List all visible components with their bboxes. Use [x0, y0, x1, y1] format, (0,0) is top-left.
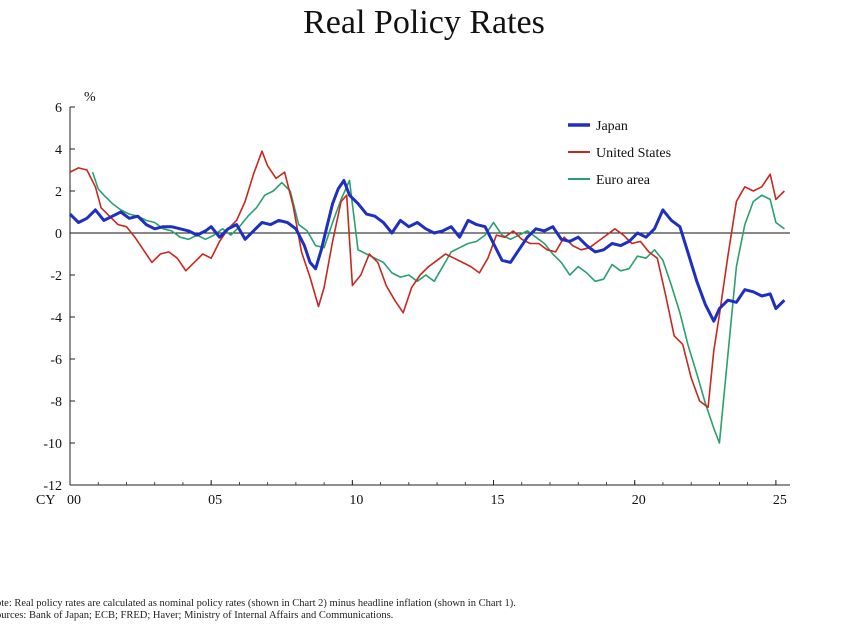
y-tick-label: -4 [50, 311, 62, 326]
series-line-united-states [69, 150, 785, 409]
chart-title: Real Policy Rates [303, 4, 545, 41]
y-tick-label: 6 [55, 101, 62, 116]
legend-label-united-states: United States [596, 146, 671, 161]
legend-label-euro-area: Euro area [596, 173, 651, 188]
x-tick-label: 25 [773, 493, 787, 508]
legend-label-japan: Japan [596, 119, 628, 134]
y-tick-label: -8 [50, 395, 62, 410]
y-tick-label: 2 [55, 185, 62, 200]
x-axis-label: CY [36, 493, 55, 508]
y-tick-label: -2 [50, 269, 62, 284]
series-line-euro-area [91, 171, 785, 444]
x-tick-label: 15 [491, 493, 505, 508]
footnote-note: ote: Real policy rates are calculated as… [0, 598, 516, 609]
x-tick-label: 05 [208, 493, 222, 508]
y-tick-label: -6 [50, 353, 62, 368]
y-tick-label: -10 [43, 437, 62, 452]
x-tick-label: 20 [632, 493, 646, 508]
x-tick-label: 00 [67, 493, 81, 508]
x-tick-label: 10 [349, 493, 363, 508]
y-axis-unit-label: % [84, 90, 96, 105]
y-tick-label: -12 [43, 479, 62, 494]
y-tick-label: 4 [55, 143, 62, 158]
series-line-japan [68, 179, 786, 323]
y-tick-label: 0 [55, 227, 62, 242]
footnote-sources: ources: Bank of Japan; ECB; FRED; Haver;… [0, 610, 394, 621]
